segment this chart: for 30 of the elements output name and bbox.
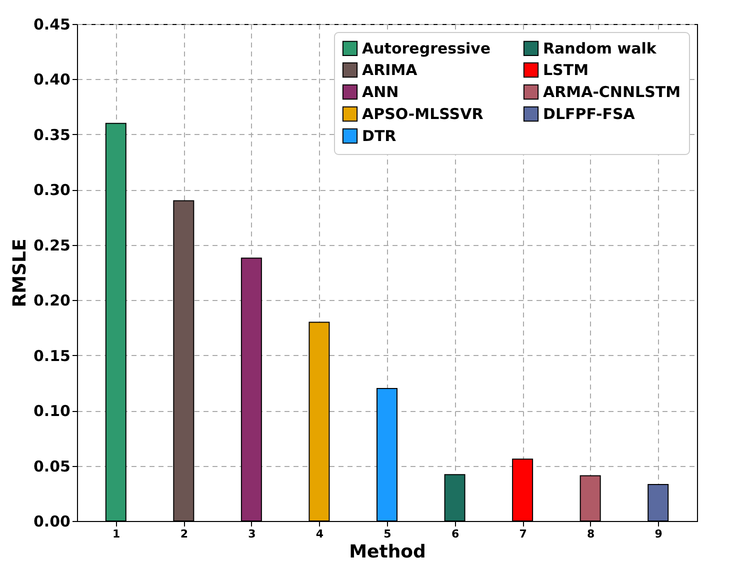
- y-tick-label: 0.35: [33, 126, 70, 144]
- x-tick-label: 7: [519, 528, 527, 540]
- x-tick-label: 4: [316, 528, 324, 540]
- legend-label: DTR: [362, 127, 397, 145]
- legend-label: ARMA-CNNLSTM: [543, 83, 681, 101]
- x-tick-label: 9: [654, 528, 662, 540]
- y-tick-label: 0.00: [33, 512, 70, 530]
- legend-label: ARIMA: [362, 61, 418, 79]
- y-tick-label: 0.15: [33, 346, 70, 365]
- legend-label: DLFPF-FSA: [543, 105, 636, 123]
- legend-label: ANN: [362, 83, 399, 101]
- y-tick-label: 0.05: [33, 457, 70, 476]
- y-tick-label: 0.10: [33, 402, 70, 420]
- x-tick-label: 2: [180, 528, 188, 540]
- x-tick-label: 3: [248, 528, 256, 540]
- x-tick-label: 5: [384, 528, 392, 540]
- legend-label: Autoregressive: [362, 39, 491, 58]
- y-tick-label: 0.45: [33, 16, 70, 34]
- y-tick-label: 0.25: [33, 236, 70, 254]
- x-tick-label: 1: [112, 528, 120, 540]
- x-tick-label: 8: [587, 528, 595, 540]
- legend-label: Random walk: [543, 39, 658, 58]
- x-tick-label: 6: [451, 528, 460, 540]
- y-tick-label: 0.30: [33, 181, 70, 200]
- x-axis-title: Method: [349, 542, 426, 562]
- y-axis-title: RMSLE: [9, 238, 30, 308]
- legend-label: APSO-MLSSVR: [362, 105, 484, 123]
- legend-label: LSTM: [543, 61, 589, 79]
- y-tick-label: 0.40: [33, 70, 70, 89]
- y-tick-label: 0.20: [33, 292, 70, 310]
